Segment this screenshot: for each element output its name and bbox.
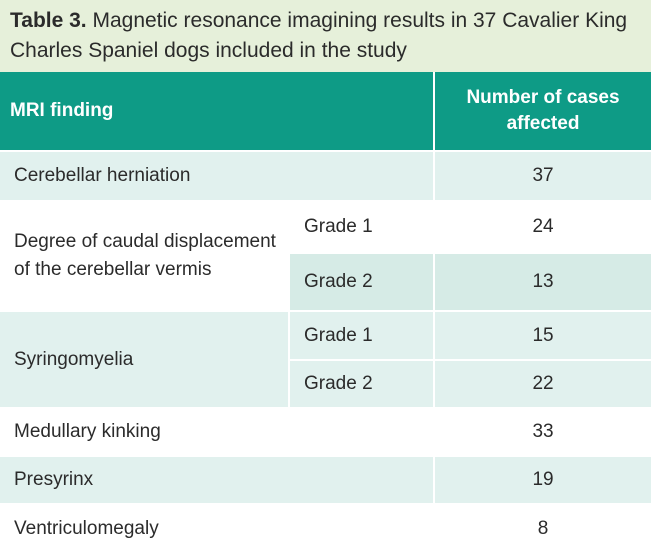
table-row: Ventriculomegaly 8 — [0, 504, 651, 555]
row-grade-label: Grade 1 — [287, 311, 435, 361]
header-cases-line2: affected — [506, 113, 580, 134]
row-grade-label: Grade 2 — [287, 360, 435, 409]
row-label-cerebellar-herniation: Cerebellar herniation — [0, 151, 435, 202]
row-label-degree-displacement: Degree of caudal displacement of the cer… — [0, 201, 289, 312]
header-number-of-cases: Number of cases affected — [433, 72, 651, 152]
table-row: Degree of caudal displacement of the cer… — [0, 201, 651, 312]
row-value-degree-grade1: 24 — [433, 201, 651, 254]
row-value-medullary-kinking: 33 — [433, 408, 651, 457]
row-value-presyrinx: 19 — [433, 456, 651, 505]
row-value-cerebellar-herniation: 37 — [433, 151, 651, 202]
row-grade-label: Grade 1 — [287, 201, 435, 254]
row-value-ventriculomegaly: 8 — [433, 504, 651, 555]
header-cases-line1: Number of cases — [466, 87, 620, 108]
row-value-degree-grade2: 13 — [433, 253, 651, 312]
table-row: Syringomyelia Grade 1 15 — [0, 311, 651, 409]
row-label-presyrinx: Presyrinx — [0, 456, 435, 505]
row-label-medullary-kinking: Medullary kinking — [0, 408, 435, 457]
table-row: Grade 2 13 — [0, 253, 651, 312]
mri-results-table: MRI finding Number of cases affected Cer… — [0, 72, 651, 555]
caption-text: Magnetic resonance imagining results in … — [10, 9, 628, 62]
header-row: MRI finding Number of cases affected — [0, 72, 651, 152]
row-label-ventriculomegaly: Ventriculomegaly — [0, 504, 435, 555]
table-row: Cerebellar herniation 37 — [0, 151, 651, 202]
table-row: Medullary kinking 33 — [0, 408, 651, 457]
caption-label: Table 3. — [10, 9, 87, 32]
row-value-syringo-grade2: 22 — [433, 360, 651, 409]
row-value-syringo-grade1: 15 — [433, 311, 651, 361]
table-row: Presyrinx 19 — [0, 456, 651, 505]
row-label-syringomyelia: Syringomyelia — [0, 311, 289, 409]
table-caption: Table 3. Magnetic resonance imagining re… — [0, 0, 651, 72]
row-grade-label: Grade 2 — [287, 253, 435, 312]
header-mri-finding: MRI finding — [0, 72, 435, 152]
